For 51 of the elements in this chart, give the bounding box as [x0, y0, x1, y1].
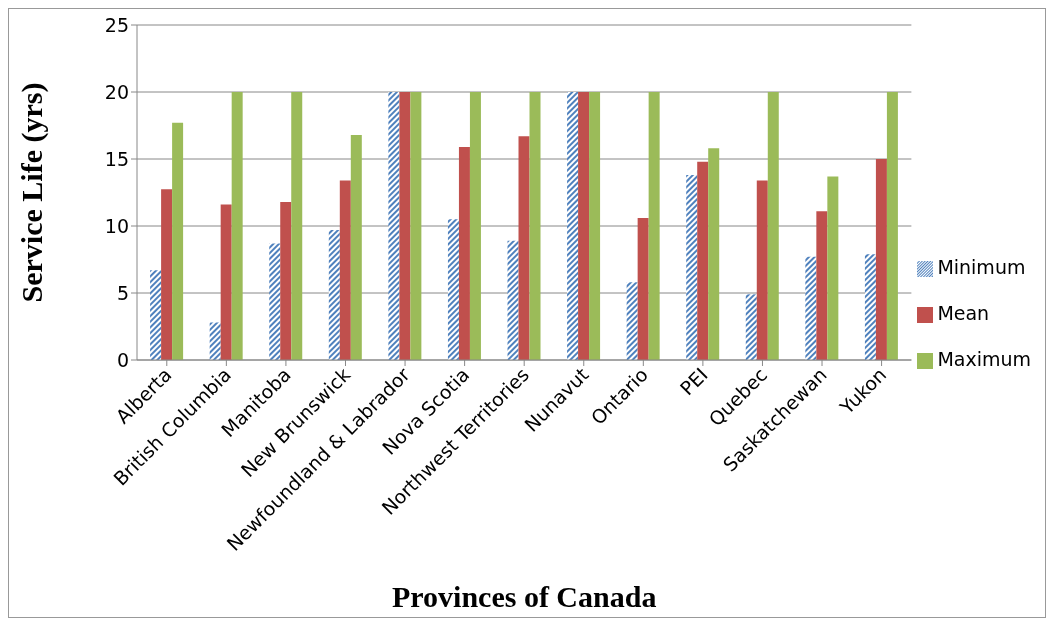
x-axis-title: Provinces of Canada — [391, 580, 657, 613]
bar — [410, 92, 422, 360]
bar — [567, 92, 579, 360]
bar — [399, 92, 411, 360]
bar — [767, 92, 779, 360]
bar — [875, 159, 887, 360]
bar — [350, 134, 362, 360]
bar — [626, 282, 638, 360]
bar — [172, 122, 184, 360]
y-axis-title: Service Life (yrs) — [14, 82, 49, 303]
bar — [518, 136, 530, 360]
bar — [458, 146, 470, 360]
bar — [280, 201, 292, 360]
bar — [648, 92, 660, 360]
bar — [816, 211, 828, 360]
bar — [708, 148, 720, 360]
bar — [291, 92, 303, 360]
y-tick-label: 0 — [116, 348, 129, 371]
legend-label: Minimum — [937, 256, 1026, 278]
bar — [447, 219, 459, 360]
y-tick-label: 15 — [104, 147, 129, 170]
bar — [388, 92, 400, 360]
y-tick-label: 5 — [116, 281, 129, 304]
bar — [469, 92, 481, 360]
y-tick-label: 20 — [104, 80, 129, 103]
bar — [231, 92, 243, 360]
bar — [220, 204, 232, 360]
bar — [745, 294, 757, 360]
bar — [529, 92, 541, 360]
bar — [328, 230, 340, 360]
bar — [161, 189, 173, 360]
bar — [507, 240, 519, 360]
legend-label: Mean — [937, 302, 990, 324]
bar — [686, 175, 698, 360]
y-tick-label: 25 — [104, 13, 129, 36]
bar — [637, 217, 649, 360]
bar — [864, 254, 876, 360]
bar — [805, 256, 817, 360]
bar — [209, 322, 221, 360]
bar — [827, 176, 839, 360]
bar — [886, 92, 898, 360]
bar — [697, 161, 709, 360]
bar — [578, 92, 590, 360]
bar — [339, 180, 351, 360]
y-tick-label: 10 — [104, 214, 129, 237]
bar — [589, 92, 601, 360]
bar — [150, 270, 162, 360]
legend-label: Maximum — [937, 348, 1031, 370]
bar — [269, 243, 281, 360]
x-tick-label: PEI — [675, 363, 712, 400]
bar — [756, 180, 768, 360]
